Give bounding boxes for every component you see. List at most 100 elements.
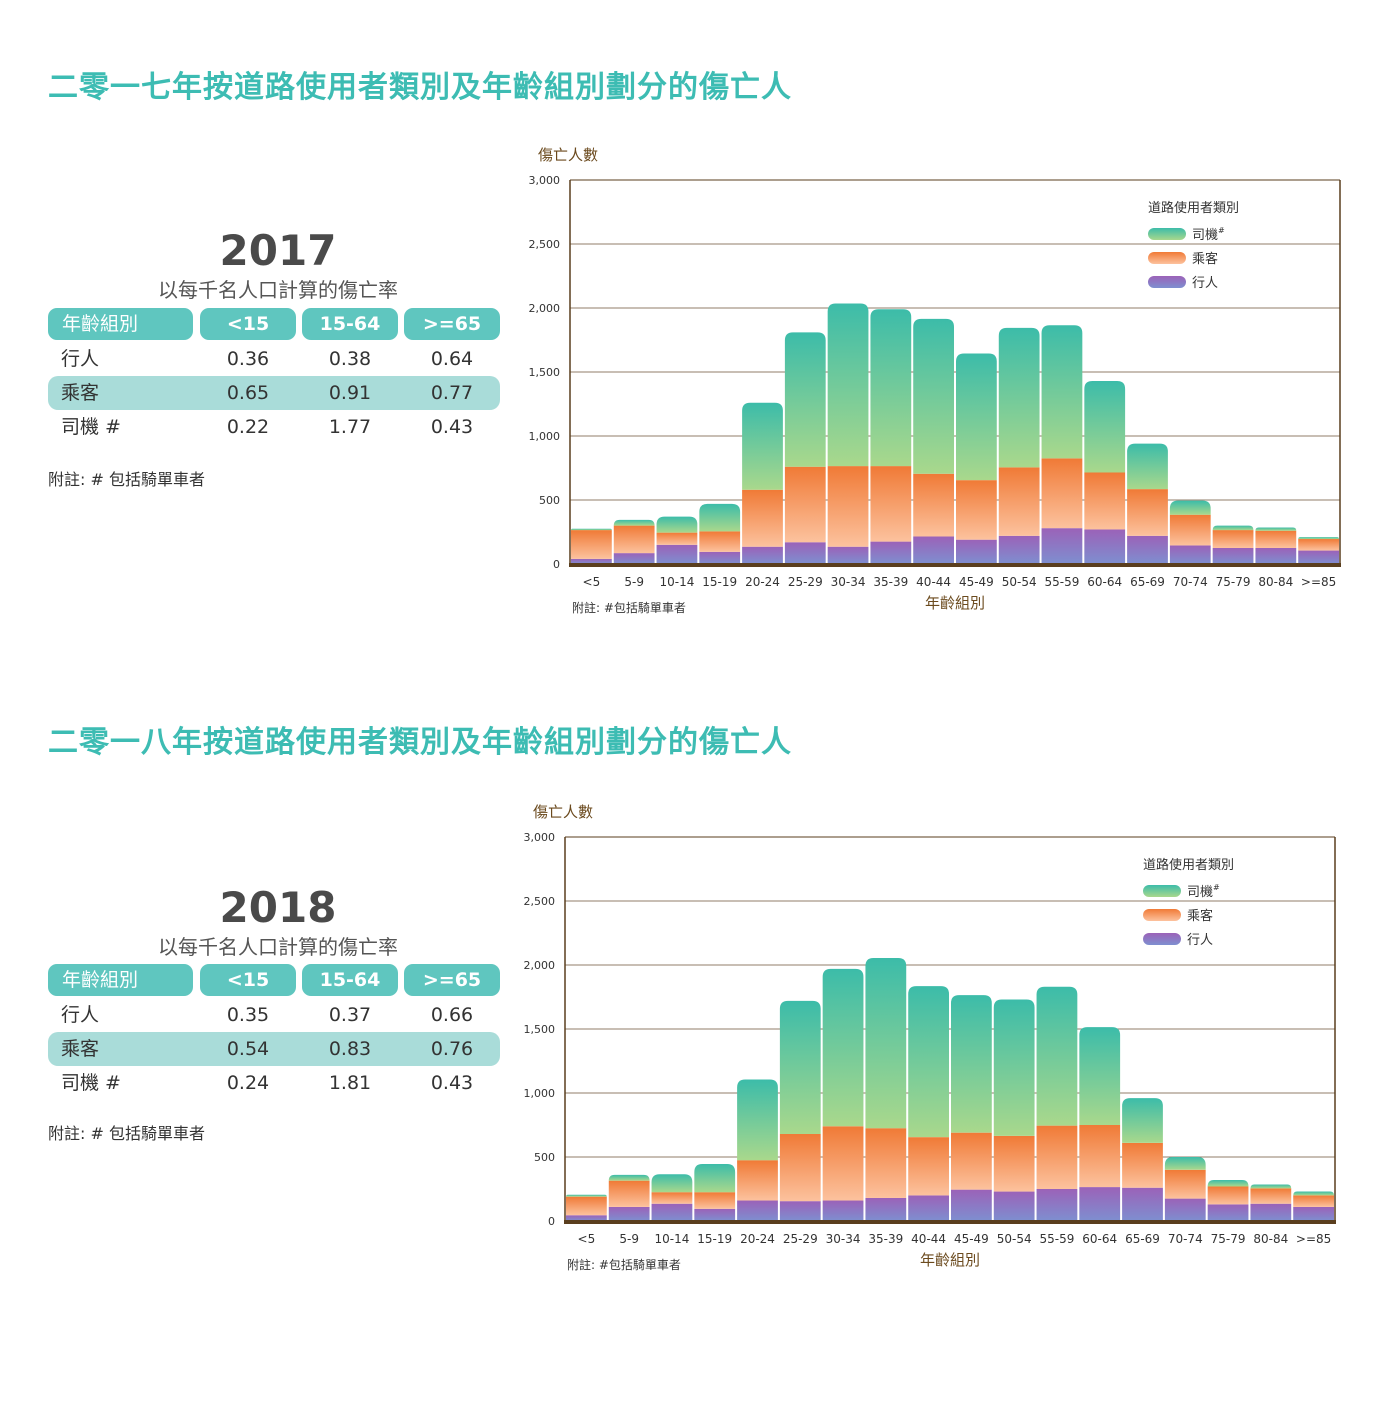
bar-segment-drv	[870, 309, 912, 467]
table-header-under-15: <15	[200, 964, 296, 996]
bar-segment-ped	[1298, 550, 1339, 564]
bar-segment-drv	[822, 968, 864, 1127]
y-axis-label: 傷亡人數	[538, 146, 598, 164]
x-tick-label: 65-69	[1130, 575, 1165, 589]
bar-segment-drv	[779, 1000, 821, 1134]
bar-segment-ped	[908, 1195, 949, 1221]
bar-segment-drv	[1212, 525, 1254, 531]
y-tick-label: 1,500	[529, 366, 561, 379]
bar-segment-pas	[1169, 514, 1211, 546]
bar-segment-drv	[998, 327, 1040, 468]
bar-segment-ped	[993, 1191, 1035, 1221]
bar-segment-ped	[822, 1200, 864, 1221]
x-tick-label: 15-19	[702, 575, 737, 589]
x-tick-label: 5-9	[624, 575, 644, 589]
x-tick-label: 80-84	[1253, 1232, 1288, 1246]
legend-superscript: #	[1218, 226, 1225, 235]
bar-segment-ped	[1212, 548, 1254, 564]
bar-segment-pas	[784, 466, 826, 543]
stacked-bar-chart: 傷亡人數 0 500 1,000 1,500 2,000 2,500 3,000 <5 5-9 10…	[524, 803, 1336, 1272]
bar-segment-ped	[656, 544, 698, 564]
row-value: 0.54	[226, 1038, 270, 1060]
bar-segment-drv	[1084, 380, 1126, 473]
legend-swatch	[1148, 276, 1186, 288]
row-label: 司機 #	[61, 416, 121, 438]
bar-segment-pas	[1255, 530, 1297, 548]
bar-segment-drv	[694, 1164, 736, 1193]
table-row: 乘客 0.65 0.91 0.77	[48, 376, 500, 410]
bar-segment-ped	[998, 535, 1040, 564]
x-tick-label: 10-14	[660, 575, 695, 589]
row-value: 0.22	[226, 416, 270, 438]
row-label: 行人	[61, 1004, 100, 1026]
bar-segment-pas	[822, 1126, 864, 1201]
table-header-65-plus: >=65	[404, 964, 500, 996]
x-tick-label: 30-34	[826, 1232, 861, 1246]
bar-segment-ped	[870, 541, 912, 564]
legend-label: 乘客	[1187, 908, 1213, 924]
bar-segment-pas	[1164, 1169, 1206, 1199]
legend-swatch	[1143, 909, 1181, 921]
row-label: 行人	[61, 348, 100, 370]
x-tick-label: 30-34	[831, 575, 866, 589]
x-tick-label: 60-64	[1082, 1232, 1117, 1246]
bar-segment-drv	[1041, 325, 1083, 459]
y-tick-label: 500	[534, 1151, 555, 1164]
bar-segment-ped	[571, 558, 612, 564]
y-tick-label: 2,500	[529, 238, 561, 251]
x-tick-label: 50-54	[1002, 575, 1037, 589]
table-header-under-15: <15	[200, 308, 296, 340]
bar-segment-pas	[737, 1160, 778, 1201]
bar-segment-pas	[956, 480, 997, 540]
bar-segment-ped	[1036, 1189, 1078, 1221]
x-tick-label: 15-19	[697, 1232, 732, 1246]
bar-segment-ped	[566, 1215, 607, 1221]
row-value: 0.91	[328, 382, 372, 404]
bar-segment-pas	[870, 466, 912, 542]
table-header-age-group: 年齡組別	[48, 308, 193, 340]
x-tick-label: 75-79	[1216, 575, 1251, 589]
x-tick-label: 35-39	[868, 1232, 903, 1246]
bar-segment-ped	[1084, 529, 1126, 564]
bar-segment-drv	[865, 957, 907, 1129]
year-heading: 2017	[219, 226, 337, 275]
y-tick-label: 3,000	[529, 174, 561, 187]
row-label: 乘客	[61, 382, 100, 404]
bar-segment-drv	[1169, 500, 1211, 515]
year-heading: 2018	[219, 883, 337, 932]
table-note: 附註: # 包括騎單車者	[48, 470, 205, 489]
legend-swatch	[1143, 933, 1181, 945]
row-value: 0.77	[430, 382, 474, 404]
bar-segment-pas	[1212, 530, 1254, 548]
bar-segment-ped	[737, 1200, 778, 1221]
x-tick-label: 40-44	[916, 575, 951, 589]
x-tick-label: 70-74	[1168, 1232, 1203, 1246]
bar-segment-ped	[1164, 1198, 1206, 1221]
bar-segment-pas	[908, 1137, 949, 1196]
x-axis	[564, 1220, 1336, 1224]
bar-segment-ped	[779, 1201, 821, 1221]
bar-segment-pas	[742, 489, 783, 547]
table-row: 乘客 0.54 0.83 0.76	[48, 1032, 500, 1066]
row-highlight	[48, 1032, 500, 1066]
bar-segment-drv	[1079, 1027, 1121, 1125]
rate-title: 以每千名人口計算的傷亡率	[158, 935, 398, 959]
x-tick-label: 55-59	[1045, 575, 1080, 589]
x-tick-label: 65-69	[1125, 1232, 1160, 1246]
row-value: 0.37	[328, 1004, 372, 1026]
row-value: 0.43	[430, 416, 474, 438]
y-tick-label: 500	[539, 494, 560, 507]
row-highlight	[48, 376, 500, 410]
x-axis-label: 年齡組別	[920, 1251, 980, 1269]
bar-segment-ped	[694, 1208, 736, 1221]
row-value: 0.83	[328, 1038, 372, 1060]
bar-segment-ped	[742, 546, 783, 564]
bar-segment-ped	[1127, 535, 1168, 564]
bar-segment-drv	[1036, 986, 1078, 1126]
row-value: 0.76	[430, 1038, 474, 1060]
bar-segment-drv	[1164, 1157, 1206, 1170]
bar-segment-pas	[1084, 472, 1126, 530]
x-tick-label: 10-14	[655, 1232, 690, 1246]
bar-segment-drv	[827, 303, 869, 467]
bar-segment-drv	[1255, 527, 1297, 531]
